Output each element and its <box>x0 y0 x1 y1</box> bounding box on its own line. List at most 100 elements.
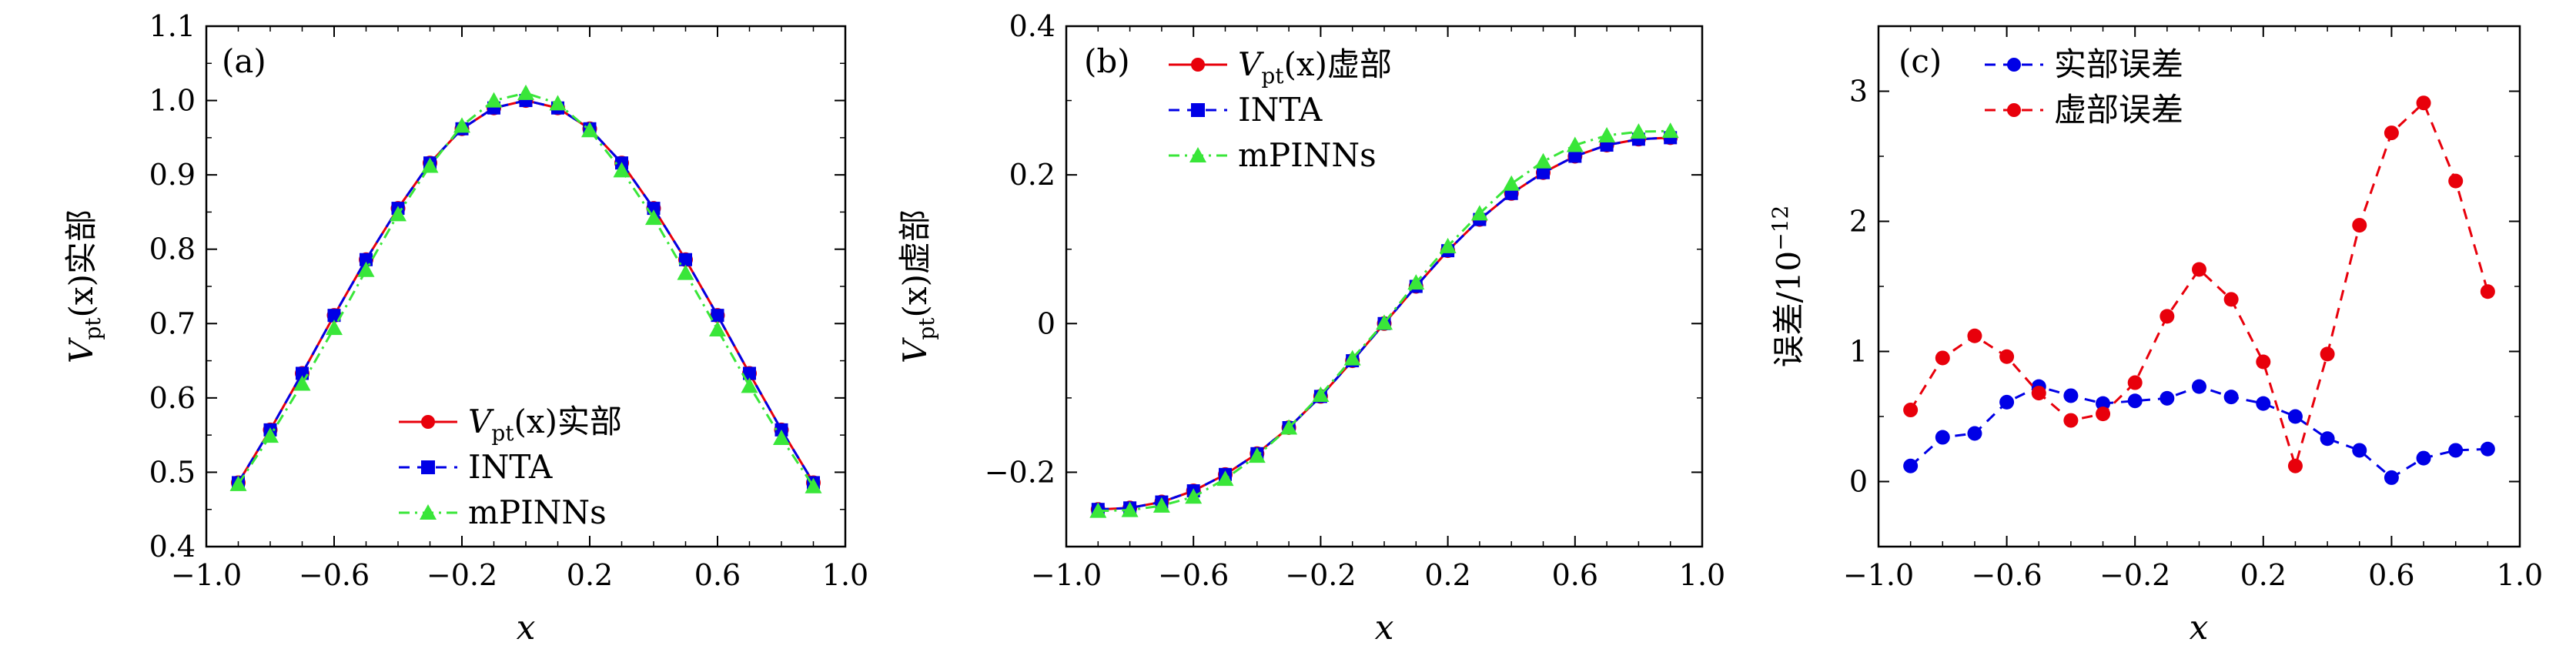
legend-marker <box>1191 103 1205 117</box>
data-point <box>2352 443 2367 458</box>
data-point <box>1903 458 1919 473</box>
data-point <box>1439 237 1457 253</box>
data-point <box>581 122 598 138</box>
legend-label: INTA <box>1238 91 1323 129</box>
panel-tag: (a) <box>222 42 266 80</box>
data-point <box>357 261 375 277</box>
x-tick-label: −1.0 <box>1843 558 1914 592</box>
data-point <box>293 375 311 391</box>
y-tick-label: 0.7 <box>149 306 196 340</box>
legend-marker <box>2007 103 2021 117</box>
data-point <box>2480 441 2495 457</box>
x-tick-label: −0.6 <box>1971 558 2042 592</box>
y-tick-label: 0.5 <box>149 455 196 489</box>
y-tick-label: 2 <box>1849 205 1868 239</box>
y-axis-label: Vpt(x)实部 <box>62 209 105 363</box>
data-point <box>2192 379 2206 394</box>
data-point <box>2159 390 2175 406</box>
x-tick-label: 1.0 <box>822 558 868 592</box>
series-line <box>1909 101 2489 470</box>
data-point <box>2287 409 2303 424</box>
plot-frame <box>1065 25 1704 548</box>
x-axis-label: x <box>517 608 536 647</box>
data-point <box>1343 350 1361 366</box>
data-point <box>2159 309 2175 324</box>
data-point <box>1568 149 1582 163</box>
data-point <box>2256 396 2271 411</box>
data-point <box>2096 396 2111 411</box>
tick-group: −1.0 −0.6 −0.2 0.2 0.6 1.0 −0.2 0 0.2 0.4 <box>985 9 1726 592</box>
legend: Vpt(x)虚部 INTA mPINNs <box>1169 45 1392 174</box>
data-point <box>2448 443 2464 458</box>
data-point <box>2352 218 2367 233</box>
data-point <box>1089 502 1107 518</box>
legend-label: Vpt(x)实部 <box>468 403 622 446</box>
x-tick-label: 1.0 <box>2497 558 2543 592</box>
x-axis-label: x <box>1375 608 1394 647</box>
legend-label: mPINNs <box>1238 136 1377 174</box>
legend-label: Vpt(x)虚部 <box>1238 45 1392 89</box>
y-tick-label: 1.1 <box>149 9 196 43</box>
data-point <box>1376 314 1393 330</box>
y-tick-label: 0.4 <box>1009 9 1055 43</box>
legend-label: mPINNs <box>468 493 607 531</box>
y-tick-label: −0.2 <box>985 455 1055 489</box>
data-point <box>2287 458 2303 473</box>
data-point <box>2127 393 2143 409</box>
data-point <box>677 264 694 280</box>
data-point <box>1280 419 1298 435</box>
data-point <box>1537 166 1550 179</box>
legend-marker <box>420 504 437 520</box>
data-point <box>327 309 341 323</box>
data-point <box>1903 403 1919 418</box>
y-axis-label: 误差/10−12 <box>1768 206 1808 368</box>
data-point <box>360 253 373 266</box>
data-point <box>679 253 692 266</box>
data-point <box>805 477 822 493</box>
y-tick-label: 0.6 <box>149 381 196 415</box>
data-point <box>1407 274 1425 290</box>
data-point <box>229 475 247 491</box>
data-point <box>2480 284 2495 299</box>
y-tick-label: 0.2 <box>1009 158 1055 192</box>
x-tick-label: 0.2 <box>567 558 613 592</box>
data-point <box>2256 354 2271 370</box>
x-tick-label: −0.6 <box>1158 558 1229 592</box>
data-point <box>2320 346 2335 362</box>
series-group <box>1903 95 2495 485</box>
data-point <box>1967 328 1982 343</box>
x-tick-label: −0.2 <box>2099 558 2170 592</box>
data-point <box>1566 136 1584 152</box>
panel-a: −1.0 −0.6 −0.2 0.2 0.6 1.0 0.4 0.5 0.6 0.7 0.8 0.9 1… <box>62 9 868 647</box>
data-point <box>1503 175 1521 191</box>
data-point <box>1598 126 1616 142</box>
data-point <box>1999 394 2015 410</box>
data-point <box>2063 413 2079 428</box>
data-point <box>517 84 534 100</box>
data-point <box>1470 205 1488 221</box>
y-tick-label: 1 <box>1849 335 1868 369</box>
data-point <box>2384 470 2399 485</box>
data-point <box>741 377 758 393</box>
y-tick-label: 0.9 <box>149 158 196 192</box>
data-point <box>2063 388 2079 403</box>
data-point <box>613 162 631 178</box>
data-point <box>326 319 343 336</box>
y-tick-label: 0 <box>1037 306 1055 340</box>
data-point <box>2192 262 2206 277</box>
x-tick-label: −0.6 <box>299 558 370 592</box>
x-tick-label: 0.6 <box>694 558 741 592</box>
legend-label: 虚部误差 <box>2054 91 2183 129</box>
data-point <box>1312 386 1330 402</box>
x-tick-label: 1.0 <box>1679 558 1725 592</box>
y-tick-label: 1.0 <box>149 84 196 118</box>
legend-marker <box>421 460 435 474</box>
data-point <box>2384 125 2399 141</box>
data-point <box>1153 497 1170 513</box>
data-point <box>743 366 756 380</box>
legend: 实部误差 虚部误差 <box>1985 45 2183 129</box>
legend-label: 实部误差 <box>2054 45 2183 83</box>
data-point <box>549 95 567 111</box>
data-point <box>2416 450 2431 466</box>
data-point <box>2031 386 2046 401</box>
